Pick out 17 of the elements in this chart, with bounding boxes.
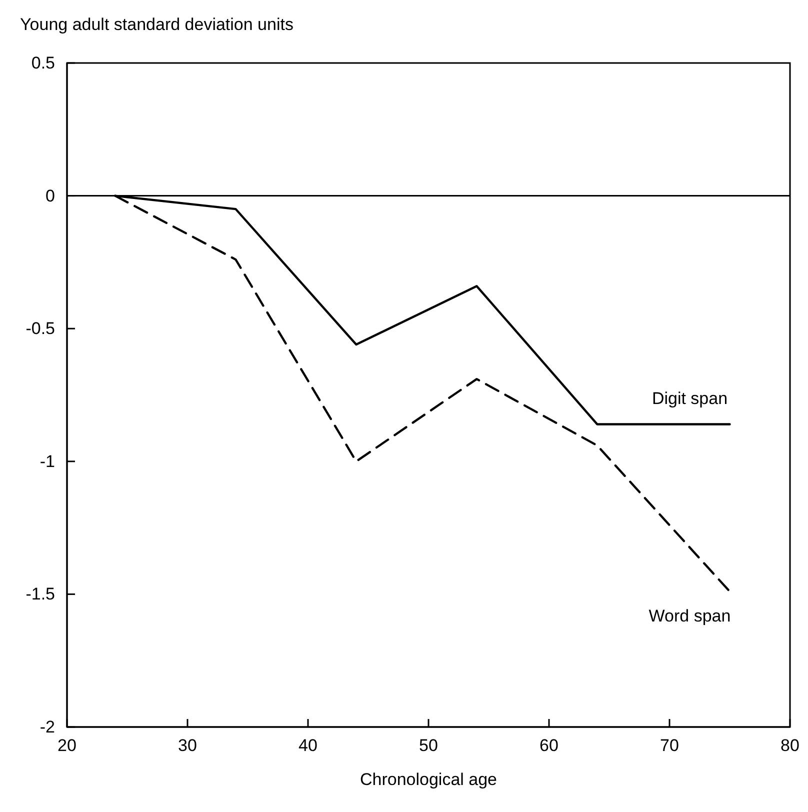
y-tick-label: -1 xyxy=(40,452,55,471)
y-tick-label: -1.5 xyxy=(26,584,55,604)
y-tick-label: -2 xyxy=(40,717,55,736)
x-tick-label: 30 xyxy=(178,736,197,756)
x-axis-title: Chronological age xyxy=(360,770,498,789)
x-tick-label: 40 xyxy=(298,736,318,756)
series-label: Word span xyxy=(648,606,731,626)
x-tick-label: 20 xyxy=(58,736,76,756)
y-tick-label: -0.5 xyxy=(26,319,55,338)
y-axis-title: Young adult standard deviation units xyxy=(20,15,294,34)
y-tick-label: 0.5 xyxy=(31,53,55,72)
x-tick-label: 70 xyxy=(660,736,679,756)
x-tick-label: 60 xyxy=(540,736,558,756)
x-tick-label: 50 xyxy=(419,736,438,756)
y-tick-label: 0 xyxy=(46,186,55,206)
x-tick-label: 80 xyxy=(780,736,800,756)
series-label: Digit span xyxy=(652,389,728,408)
